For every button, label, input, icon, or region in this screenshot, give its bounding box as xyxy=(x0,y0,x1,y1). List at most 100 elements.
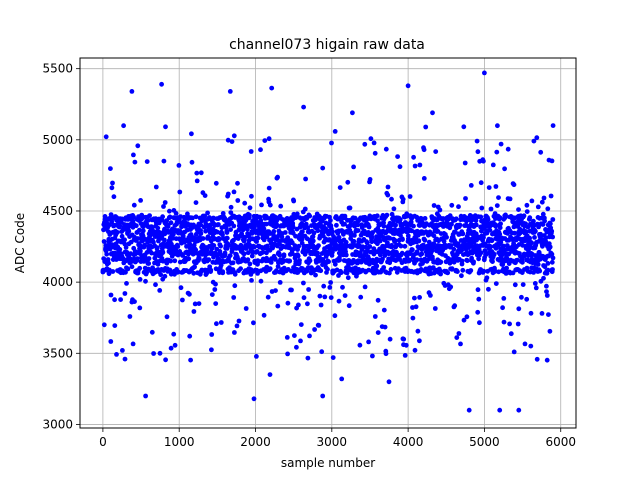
data-point xyxy=(267,372,273,377)
data-point xyxy=(449,221,454,227)
data-point xyxy=(507,196,513,202)
data-point xyxy=(516,207,521,213)
data-point xyxy=(476,256,481,262)
data-point xyxy=(468,268,474,273)
data-point xyxy=(511,182,517,188)
data-point xyxy=(339,376,345,382)
data-point xyxy=(389,244,395,250)
data-point xyxy=(328,280,333,285)
data-point xyxy=(455,269,460,274)
data-point xyxy=(461,317,467,323)
data-point xyxy=(494,149,500,155)
data-point xyxy=(545,261,551,266)
data-point xyxy=(400,196,406,202)
data-point xyxy=(245,250,251,256)
data-point xyxy=(540,211,546,217)
data-point xyxy=(375,330,381,335)
data-point xyxy=(384,212,390,218)
data-point xyxy=(315,228,321,234)
data-point xyxy=(387,235,393,241)
data-point xyxy=(498,221,503,227)
data-point xyxy=(412,347,418,353)
data-point xyxy=(512,282,518,288)
data-point xyxy=(451,259,457,265)
data-point xyxy=(258,278,264,284)
data-point xyxy=(437,207,443,213)
data-point xyxy=(347,205,353,211)
data-point xyxy=(524,202,530,208)
data-point xyxy=(422,216,428,221)
data-point xyxy=(541,275,546,281)
data-point xyxy=(529,198,535,204)
data-point xyxy=(268,260,274,265)
data-point xyxy=(206,257,212,263)
data-point xyxy=(261,312,267,318)
data-point xyxy=(489,238,495,244)
data-point xyxy=(234,323,240,329)
data-point xyxy=(511,349,517,355)
data-point xyxy=(104,251,110,257)
y-tick-label: 4500 xyxy=(42,204,73,218)
data-point xyxy=(231,189,237,195)
data-point xyxy=(338,270,344,275)
data-point xyxy=(547,328,553,334)
data-point xyxy=(231,133,237,139)
data-point xyxy=(394,269,400,275)
data-point xyxy=(549,228,555,234)
data-point xyxy=(282,230,288,235)
data-point xyxy=(122,356,128,362)
data-point xyxy=(117,247,123,252)
data-point xyxy=(122,237,127,243)
data-point xyxy=(533,228,538,234)
data-point xyxy=(108,166,113,172)
data-point xyxy=(544,289,549,294)
data-point xyxy=(421,147,427,153)
data-point xyxy=(548,193,554,199)
data-point xyxy=(433,149,439,155)
data-point xyxy=(209,292,215,297)
data-point xyxy=(326,259,331,265)
data-point xyxy=(241,251,247,257)
data-point xyxy=(391,206,397,212)
data-point xyxy=(115,230,120,235)
data-point xyxy=(402,243,408,249)
data-point xyxy=(546,312,551,317)
data-point xyxy=(245,257,251,263)
data-point xyxy=(277,252,282,258)
data-point xyxy=(355,228,361,233)
data-point xyxy=(229,139,235,145)
data-point xyxy=(406,237,412,243)
data-point xyxy=(519,294,524,300)
data-point xyxy=(351,238,357,244)
data-point xyxy=(281,252,287,258)
data-point xyxy=(357,342,363,348)
data-point xyxy=(490,259,495,264)
data-point xyxy=(381,265,387,270)
data-point xyxy=(419,251,425,257)
data-point xyxy=(411,223,416,229)
data-point xyxy=(176,163,182,168)
data-point xyxy=(412,295,417,301)
data-point xyxy=(318,268,324,274)
data-point xyxy=(125,266,131,272)
data-point xyxy=(494,203,500,209)
data-point xyxy=(193,214,199,220)
data-point xyxy=(220,270,226,276)
x-tick-label: 6000 xyxy=(545,435,576,449)
data-point xyxy=(415,328,421,334)
x-axis-ticks: 0 1000 2000 3000 4000 5000 6000 xyxy=(99,428,576,449)
data-point xyxy=(431,241,437,247)
data-point xyxy=(101,239,107,244)
data-point xyxy=(160,250,166,255)
data-point xyxy=(527,235,532,241)
data-point xyxy=(332,313,338,319)
data-point xyxy=(383,351,389,357)
data-point xyxy=(345,275,351,281)
data-point xyxy=(505,146,511,152)
data-point xyxy=(393,222,398,228)
x-tick-label: 2000 xyxy=(240,435,271,449)
data-point xyxy=(211,254,216,260)
data-point xyxy=(520,282,526,287)
data-point xyxy=(301,295,307,301)
data-point xyxy=(204,247,210,253)
